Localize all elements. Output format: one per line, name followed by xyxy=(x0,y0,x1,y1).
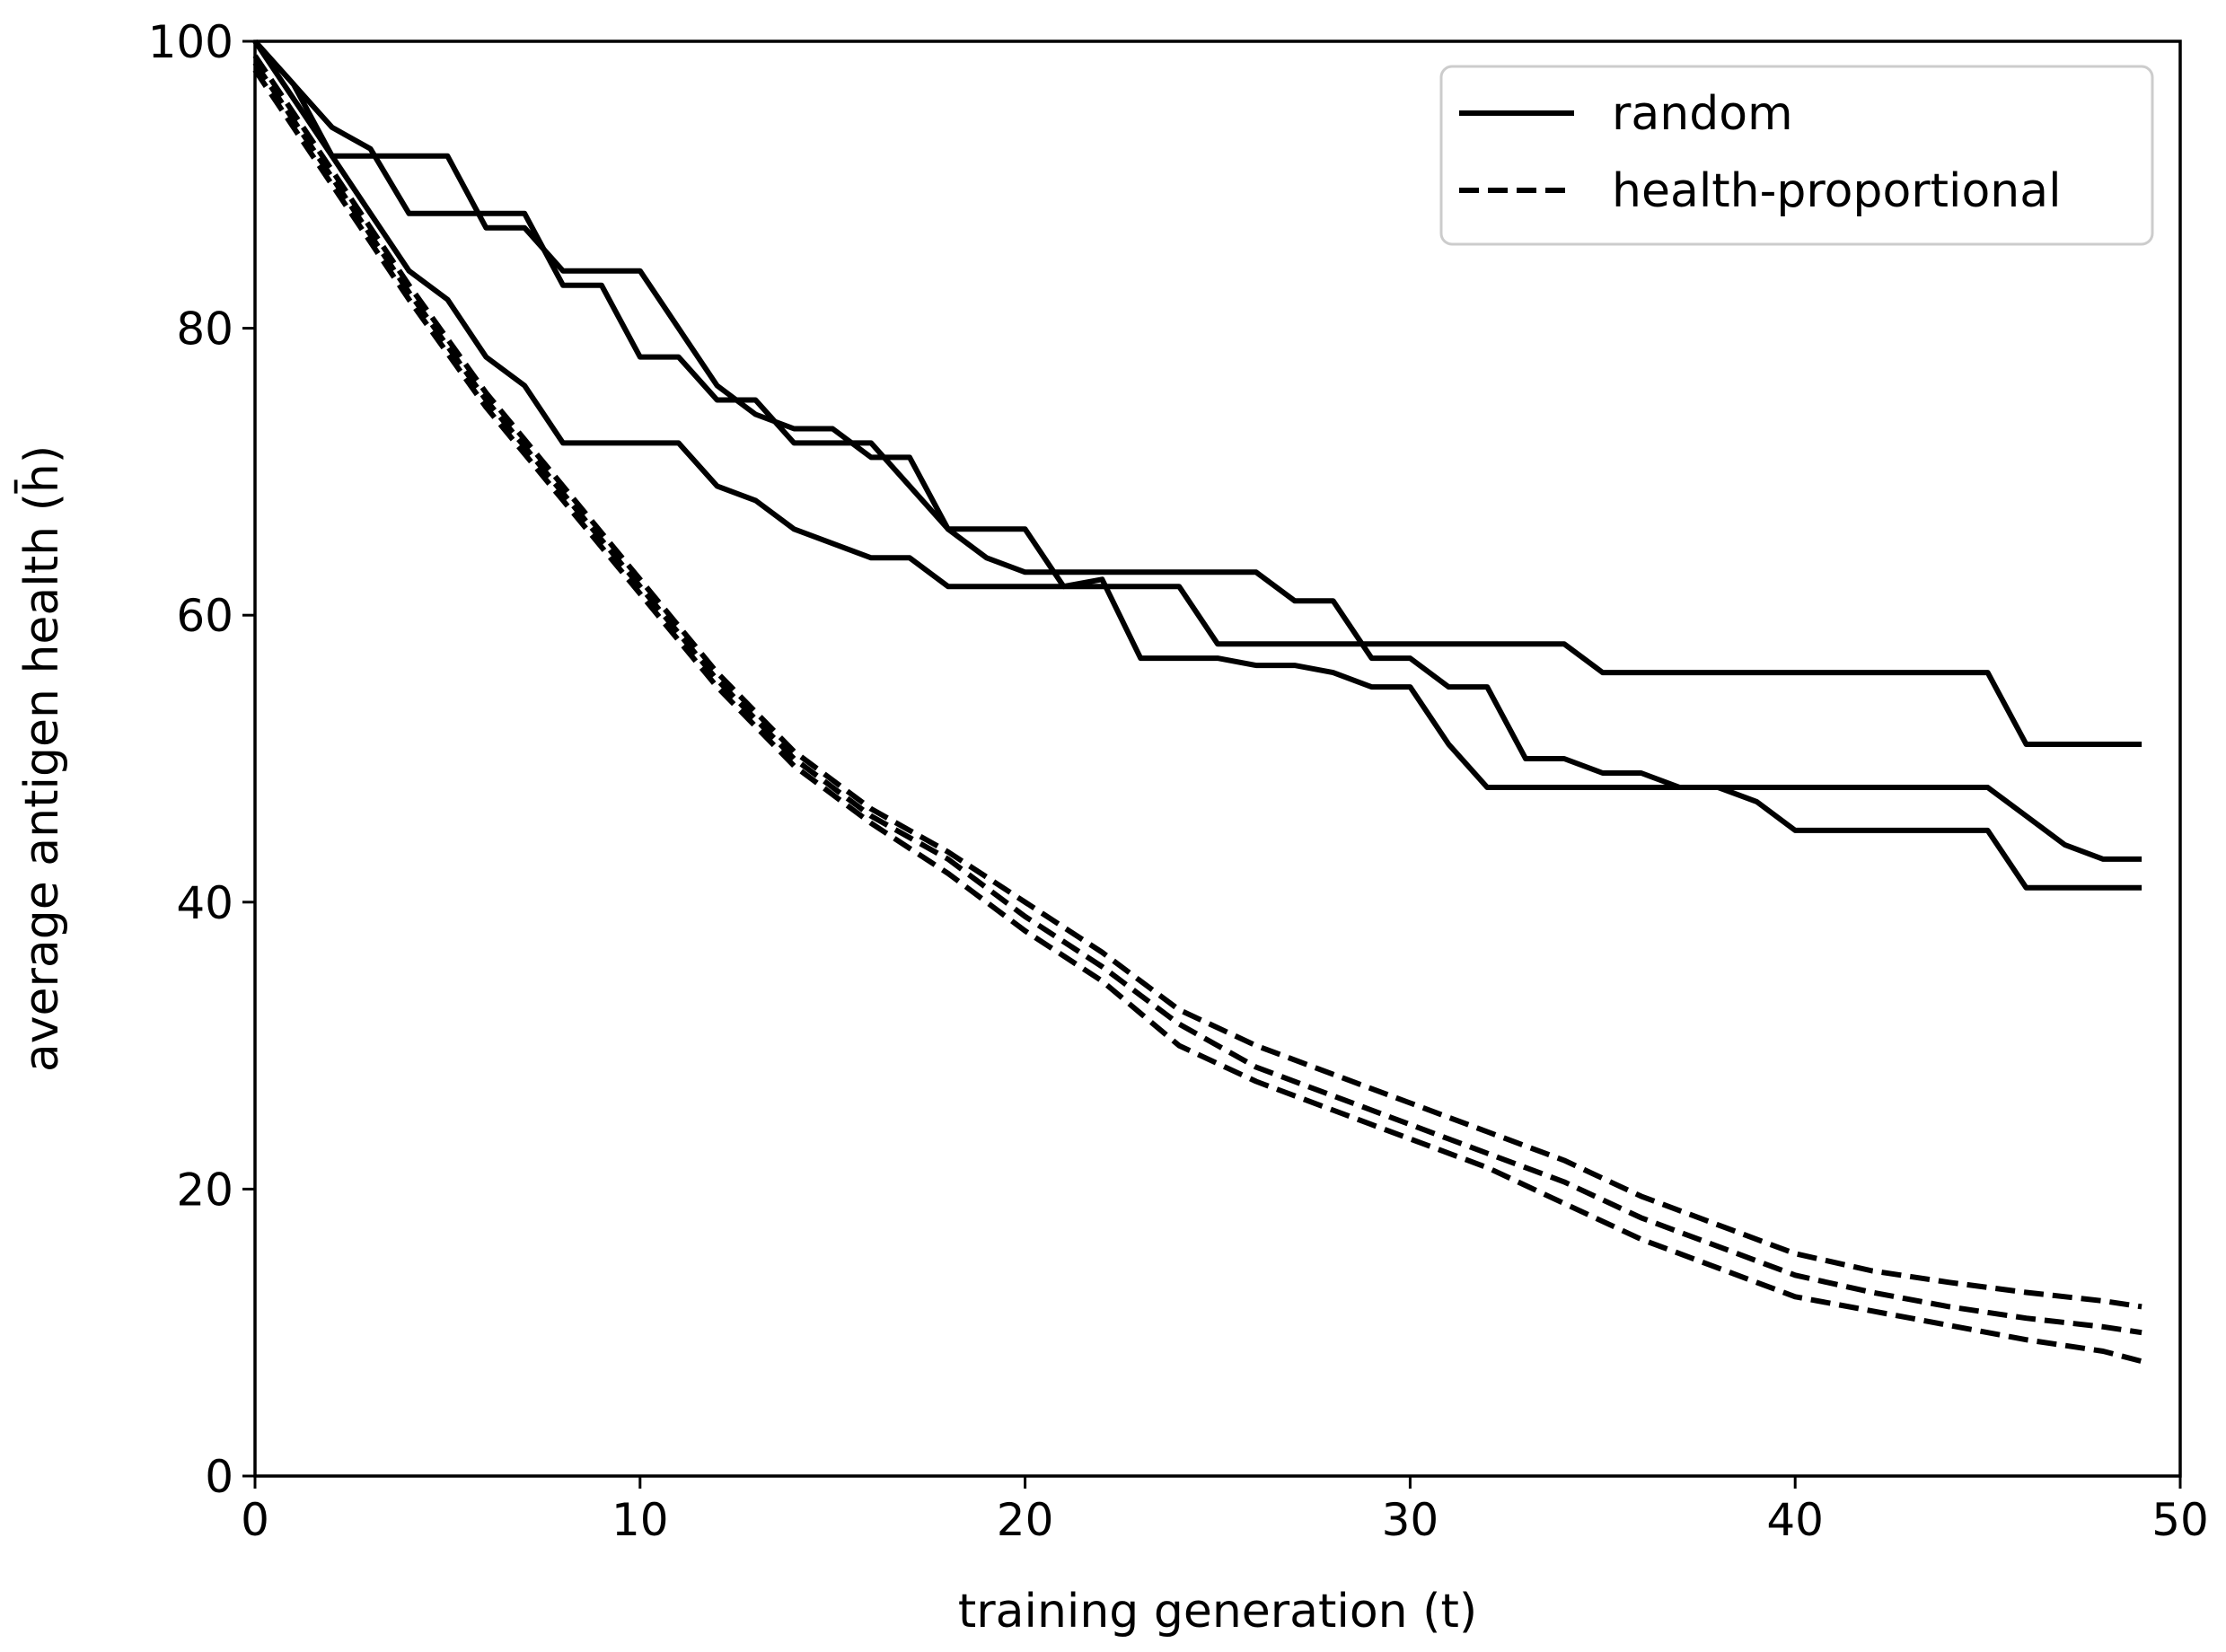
x-axis-ticks: 0 10 20 30 40 50 xyxy=(241,1476,2209,1546)
series-line-health-proportional-4 xyxy=(252,54,2142,1310)
x-tick-label: 40 xyxy=(1766,1494,1824,1546)
y-axis-ticks: 0 20 40 60 80 100 xyxy=(148,16,255,1503)
y-axis-label: average antigen health (h̄) xyxy=(14,445,69,1072)
legend-box xyxy=(1439,65,2154,246)
x-tick-label: 20 xyxy=(997,1494,1054,1546)
series-line-health-proportional-5 xyxy=(252,61,2142,1336)
y-tick-label: 80 xyxy=(176,303,233,356)
legend-entry-random: random xyxy=(1612,87,1793,141)
legend: random health-proportional xyxy=(1439,65,2154,246)
x-tick-label: 10 xyxy=(611,1494,669,1546)
y-tick-label: 40 xyxy=(176,877,233,929)
x-tick-label: 50 xyxy=(2151,1494,2209,1546)
x-tick-label: 30 xyxy=(1382,1494,1439,1546)
x-tick-label: 0 xyxy=(241,1494,269,1546)
y-tick-label: 20 xyxy=(176,1164,233,1216)
series-line-random-3 xyxy=(252,40,2142,891)
series-line-health-proportional-6 xyxy=(252,68,2142,1365)
y-tick-label: 60 xyxy=(176,590,233,642)
series-line-random-1 xyxy=(252,39,2142,747)
x-axis-label: training generation (t) xyxy=(958,1585,1477,1639)
series-line-random-2 xyxy=(252,39,2142,862)
legend-entry-health-proportional: health-proportional xyxy=(1612,164,2062,218)
y-tick-label: 0 xyxy=(205,1451,233,1503)
y-tick-label: 100 xyxy=(148,16,233,68)
series-layer xyxy=(252,39,2142,1365)
plot-frame xyxy=(253,40,2182,1478)
